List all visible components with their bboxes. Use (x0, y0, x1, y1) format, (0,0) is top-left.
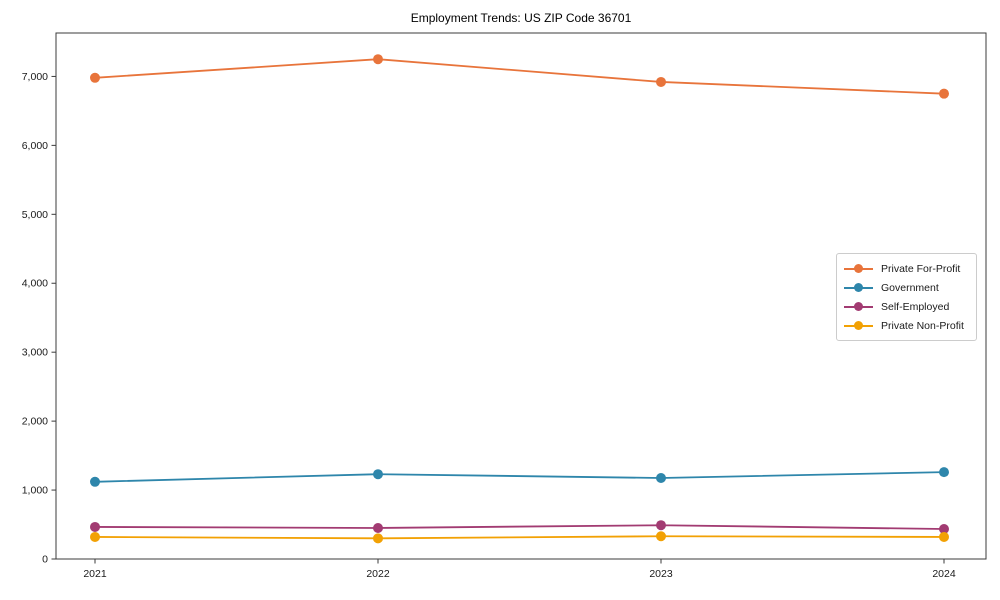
y-tick-label: 3,000 (22, 347, 48, 359)
legend-label: Government (881, 281, 939, 294)
data-point-government-2022 (373, 469, 383, 480)
legend-item-government: Government (844, 278, 969, 297)
legend-label: Private Non-Profit (881, 319, 964, 332)
legend-item-private-for-profit: Private For-Profit (844, 259, 969, 278)
x-tick-label: 2023 (649, 568, 673, 580)
legend-marker-icon (844, 264, 873, 274)
legend-label: Private For-Profit (881, 262, 961, 275)
data-point-private-non-profit-2022 (373, 533, 383, 544)
series-line-private-non-profit (94, 535, 945, 540)
data-point-private-non-profit-2023 (656, 531, 666, 542)
legend-item-private-non-profit: Private Non-Profit (844, 316, 969, 335)
y-tick-label: 2,000 (22, 416, 48, 428)
y-tick-label: 7,000 (22, 71, 48, 83)
data-point-private-non-profit-2024 (939, 531, 949, 542)
y-tick-label: 5,000 (22, 209, 48, 221)
chart-title: Employment Trends: US ZIP Code 36701 (410, 11, 632, 25)
x-tick-label: 2022 (366, 568, 390, 580)
legend-item-self-employed: Self-Employed (844, 297, 969, 316)
series-line-private-for-profit (94, 58, 945, 95)
chart-legend: Private For-Profit Government Self-Employe… (836, 253, 977, 341)
y-tick-label: 4,000 (22, 278, 48, 290)
x-tick-label: 2021 (83, 568, 107, 580)
data-point-private-non-profit-2021 (90, 531, 100, 542)
data-point-self-employed-2023 (656, 520, 666, 531)
data-point-self-employed-2022 (373, 522, 383, 533)
data-point-self-employed-2024 (939, 524, 949, 535)
y-tick-label: 1,000 (22, 485, 48, 497)
data-point-private-for-profit-2023 (656, 76, 666, 87)
plot-border (55, 32, 987, 560)
data-point-private-for-profit-2024 (939, 88, 949, 99)
legend-label: Self-Employed (881, 300, 950, 313)
legend-marker-icon (844, 321, 873, 331)
legend-marker-icon (844, 283, 873, 293)
series-line-government (94, 471, 945, 483)
legend-marker-icon (844, 302, 873, 312)
data-point-private-for-profit-2021 (90, 72, 100, 83)
y-tick-label: 6,000 (22, 140, 48, 152)
series-line-self-employed (94, 524, 945, 530)
data-point-government-2024 (939, 467, 949, 478)
data-point-government-2021 (90, 476, 100, 487)
y-tick-label: 0 (42, 554, 48, 566)
x-tick-label: 2024 (932, 568, 956, 580)
data-point-government-2023 (656, 472, 666, 483)
data-point-private-for-profit-2022 (373, 54, 383, 65)
data-point-self-employed-2021 (90, 521, 100, 532)
